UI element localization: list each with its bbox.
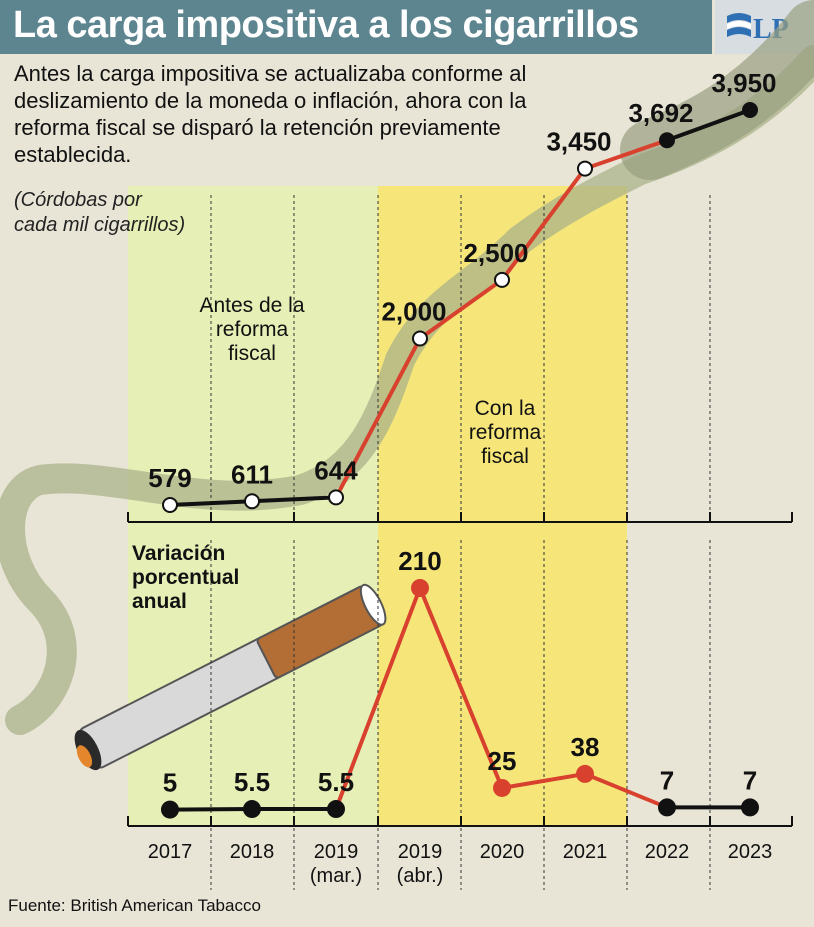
background-zones	[128, 186, 627, 826]
top-value-label: 2,500	[463, 238, 528, 268]
bottom-value-label: 7	[743, 765, 757, 795]
bottom-series-segment	[334, 586, 422, 812]
x-tick-label: 2019	[314, 841, 359, 863]
bottom-data-point	[741, 798, 759, 817]
top-data-point	[412, 330, 428, 347]
top-data-point	[577, 160, 593, 177]
top-data-point	[742, 102, 758, 118]
zone-annotation: fiscal	[481, 445, 529, 468]
x-tick-label: 2018	[230, 841, 275, 863]
x-tick-label: 2021	[563, 841, 608, 863]
x-tick-label: 2020	[480, 841, 525, 863]
top-value-label: 2,000	[381, 296, 446, 326]
bottom-data-point	[327, 800, 345, 819]
top-series-segment	[250, 495, 338, 504]
bottom-value-label: 25	[488, 746, 517, 776]
bottom-data-point	[658, 798, 676, 817]
bottom-value-label: 210	[398, 546, 441, 576]
unit-note: (Córdobas por cada mil cigarrillos)	[14, 189, 186, 236]
top-series-segment	[168, 499, 254, 507]
bottom-chart-title: anual	[132, 590, 187, 613]
zone-annotation: fiscal	[228, 342, 276, 365]
bottom-value-label: 7	[660, 765, 674, 795]
zone-annotation: Con la	[475, 397, 536, 420]
x-tick-label: 2022	[645, 841, 690, 863]
top-series-segment	[418, 277, 504, 341]
x-tick-label: 2019	[398, 841, 443, 863]
bottom-value-label: 38	[571, 732, 600, 762]
x-tick-label: (abr.)	[397, 865, 444, 887]
top-data-point	[328, 489, 344, 506]
zone-annotation: reforma	[216, 318, 289, 341]
cigarette-icon	[74, 583, 387, 771]
x-tick-label: (mar.)	[310, 865, 362, 887]
top-data-point	[659, 132, 675, 149]
bottom-series-segment	[168, 807, 254, 812]
top-value-label: 644	[314, 455, 358, 485]
bottom-data-point	[243, 800, 261, 819]
bottom-series-segment	[418, 586, 504, 790]
top-series-segment	[583, 138, 669, 171]
page-title: La carga impositiva a los cigarrillos	[13, 4, 639, 46]
top-data-point	[244, 493, 260, 510]
source-note: Fuente: British American Tabacco	[8, 896, 261, 915]
intro-text: Antes la carga impositiva se actualizaba…	[14, 61, 527, 167]
bottom-chart-title: porcentual	[132, 566, 239, 589]
top-value-label: 611	[231, 459, 273, 489]
bottom-data-point	[161, 800, 179, 819]
header-bar: La carga impositiva a los cigarrillos	[0, 0, 712, 54]
x-tick-label: 2023	[728, 841, 773, 863]
after-reform-zone	[378, 186, 627, 826]
bottom-data-point	[411, 579, 429, 597]
top-series-segment	[334, 336, 422, 500]
bottom-series-segment	[500, 771, 587, 790]
top-data-point	[162, 497, 178, 513]
top-value-label: 3,450	[546, 127, 611, 157]
bottom-value-label: 5.5	[318, 767, 354, 797]
top-value-label: 3,692	[628, 98, 693, 128]
x-tick-label: 2017	[148, 841, 193, 863]
bottom-chart-title: Variación	[132, 542, 225, 565]
bottom-value-label: 5	[163, 768, 177, 798]
top-value-label: 3,950	[711, 68, 776, 98]
top-value-label: 579	[148, 463, 191, 493]
bottom-value-label: 5.5	[234, 767, 270, 797]
top-series-segment	[500, 166, 587, 282]
bottom-series-segment	[583, 771, 669, 810]
bottom-data-point	[493, 778, 511, 797]
zone-annotation: Antes de la	[199, 294, 304, 317]
bottom-data-point	[576, 764, 594, 783]
top-data-point	[494, 271, 510, 288]
chart-marks: 579 611 644 2,000 2,500 3,450 3,692 3,950 Antes …	[127, 68, 793, 890]
top-series-segment	[665, 108, 752, 143]
zone-annotation: reforma	[469, 421, 542, 444]
